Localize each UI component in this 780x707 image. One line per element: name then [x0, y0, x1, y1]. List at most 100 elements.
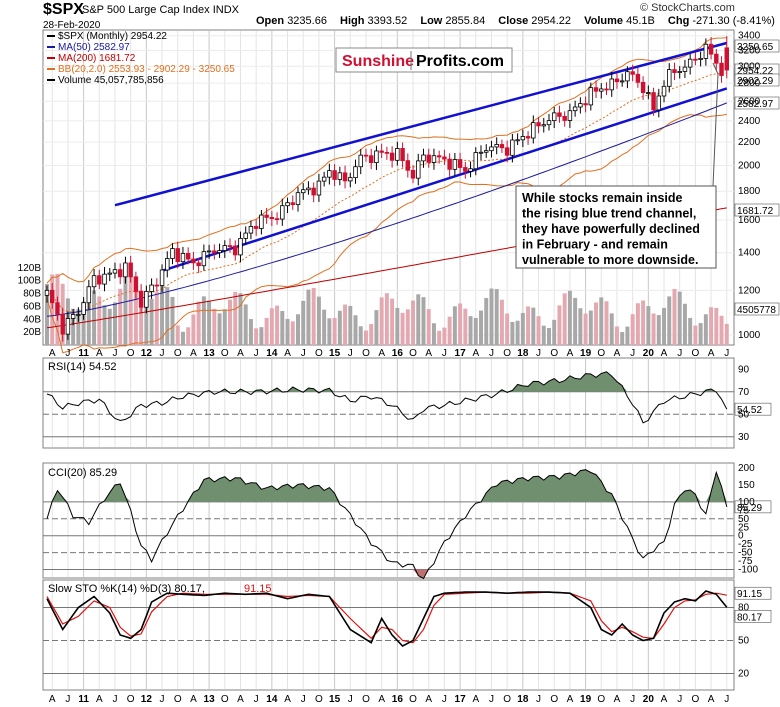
candle-body [525, 136, 531, 139]
candle-body [389, 152, 395, 161]
candle-body [60, 313, 65, 335]
trend-channel-lower [161, 87, 728, 273]
volume-bar [714, 307, 719, 345]
x-tick-label: A [661, 348, 668, 359]
price-tick-label: 1800 [738, 186, 761, 197]
candle-body [489, 146, 494, 152]
volume-bar [484, 297, 489, 345]
volume-bar [583, 313, 588, 345]
label-bb-upper-bg [734, 39, 780, 53]
volume-tick-label: 80B [23, 289, 41, 300]
candle-body [687, 58, 693, 68]
candle-body [447, 158, 452, 170]
x-tick-label: J [65, 694, 70, 705]
x-tick-label: J [677, 694, 682, 705]
x-tick-label: 19 [580, 348, 592, 359]
x-tick-label: 20 [643, 694, 655, 705]
volume-bar [667, 296, 672, 345]
cci-tick-label: -25 [738, 539, 753, 550]
candle-body [379, 150, 384, 153]
x-tick-label: A [96, 348, 103, 359]
volume-tick-label: 40B [23, 314, 41, 325]
cci-tick-label: -50 [738, 548, 753, 559]
x-tick-label: 14 [266, 694, 278, 705]
candle-body [504, 147, 510, 156]
volume-bar [107, 308, 112, 345]
candle-body [259, 214, 264, 229]
volume-bar [337, 310, 342, 345]
annotation-pointer [712, 73, 719, 187]
x-tick-label: O [174, 694, 182, 705]
volume-bar [625, 326, 630, 345]
volume-bar [552, 319, 557, 345]
candle-body [86, 286, 92, 304]
x-tick-label: A [49, 694, 56, 705]
candle-body [300, 189, 306, 194]
cci-tick-label: 150 [738, 480, 755, 491]
candle-body [714, 53, 719, 64]
sto-panel: Slow STO %K(14) %D(3) 80.17, 91.15 91.15 80… [43, 583, 772, 674]
close-value: 2954.22 [531, 15, 572, 27]
volume-bar [45, 283, 49, 345]
candle-body [426, 154, 431, 163]
volume-bar [275, 305, 280, 345]
candle-body [583, 103, 588, 106]
volume-bar [228, 299, 233, 345]
volume-bar [186, 327, 191, 345]
volume-bar [149, 298, 154, 345]
annotation-line: vulnerable to more downside. [522, 253, 698, 267]
candle-body [510, 139, 515, 156]
volume-bar [369, 324, 374, 345]
stockcharts-credit[interactable]: © StockCharts.com [640, 2, 735, 14]
candle-body [400, 148, 405, 162]
x-tick-label: O [503, 694, 511, 705]
candle-body [133, 276, 139, 292]
volume-bar [86, 292, 91, 345]
panel-frame-1 [42, 357, 735, 449]
x-tick-label: O [692, 694, 700, 705]
candle-body [117, 269, 123, 278]
candle-body [342, 172, 348, 182]
volume-bar [175, 325, 180, 345]
volume-bar [567, 290, 572, 345]
candle-body [222, 245, 228, 251]
volume-bar [322, 309, 327, 345]
candle-body [191, 258, 196, 264]
volume-bar [390, 298, 395, 345]
cci-value: 85.29 [737, 503, 762, 514]
volume-bar [50, 274, 55, 345]
sto-d-value-bg [734, 586, 772, 600]
ma50-line [46, 102, 727, 317]
candle-body [243, 232, 248, 239]
x-tick-label: J [348, 694, 353, 705]
sto-k-value-bg [734, 610, 772, 623]
candle-body [70, 314, 76, 319]
volume-bar [327, 318, 332, 345]
x-tick-label: J [442, 348, 447, 359]
x-tick-label: A [661, 694, 668, 705]
volume-bar [384, 293, 389, 345]
volume-bar [437, 330, 442, 345]
volume-bar [170, 296, 175, 345]
candle-body [463, 167, 468, 172]
candle-body [531, 122, 536, 139]
candle-body [97, 275, 102, 285]
candle-body [180, 253, 186, 263]
annotation-line: they have powerfully declined [522, 222, 700, 236]
candle-body [264, 214, 269, 218]
chart-date: 28-Feb-2020 [43, 20, 101, 31]
volume-bar [614, 326, 619, 345]
volume-bar [180, 331, 185, 345]
candle-body [248, 226, 254, 234]
volume-bar [254, 328, 259, 345]
label-volume: 4505778 [737, 305, 776, 316]
volume-bar [306, 289, 311, 345]
high-value: 3393.52 [367, 15, 408, 27]
candle-body [295, 192, 301, 205]
x-tick-label: O [362, 694, 370, 705]
volume-bar [536, 316, 541, 345]
cci-tick-label: 75 [738, 505, 750, 516]
candle-body [578, 103, 583, 108]
candle-body [410, 169, 416, 179]
label-ma50-bg [734, 96, 780, 110]
